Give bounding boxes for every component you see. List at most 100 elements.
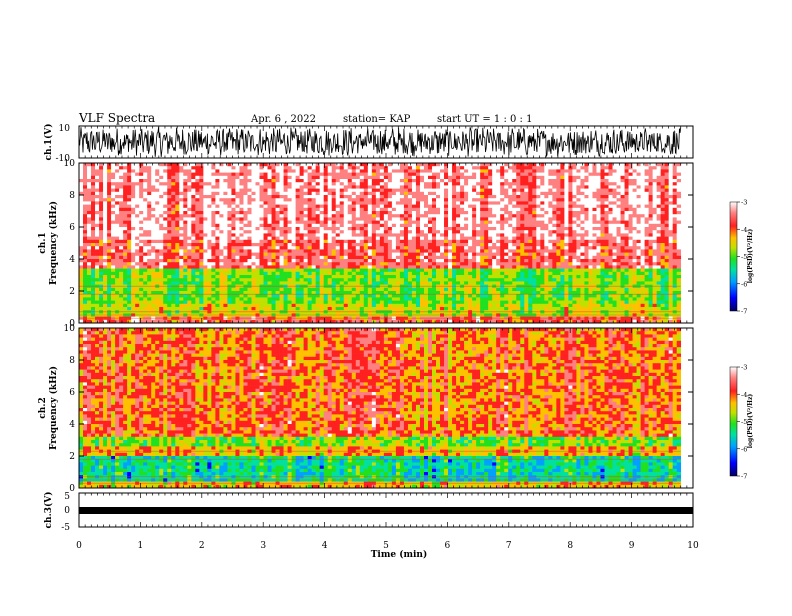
ch1-spec-cell <box>79 300 84 305</box>
ch1-spec-cell <box>363 201 369 205</box>
ch1-spec-cell <box>283 265 288 269</box>
ch1-spec-cell <box>351 207 357 212</box>
ch1-spec-cell <box>135 223 140 228</box>
ch1-spec-cell <box>295 191 300 196</box>
ch1-spec-cell <box>179 236 184 241</box>
ch1-spec-cell <box>428 179 433 183</box>
ch1-spec-cell <box>271 214 276 218</box>
ch1-spec-cell <box>299 252 304 257</box>
ch1-spec-cell <box>143 246 148 250</box>
ch1-spec-cell <box>460 230 465 234</box>
ch1-spec-cell <box>375 252 381 257</box>
ch1-spec-cell <box>355 195 361 199</box>
ch1-spec-cell <box>259 259 264 263</box>
ch1-spec-cell <box>159 175 164 180</box>
ch1-spec-cell <box>440 297 445 301</box>
ch1-spec-cell <box>243 297 248 301</box>
ch1-spec-cell <box>227 303 232 308</box>
ch1-spec-cell <box>211 249 216 253</box>
ch1-spec-cell <box>399 230 405 234</box>
ch1-spec-cell <box>460 297 465 301</box>
ch1-spec-cell <box>115 307 120 311</box>
ch1-spec-cell <box>231 246 236 250</box>
ch1-spec-cell <box>472 255 477 260</box>
ch1-spec-cell <box>323 233 329 237</box>
ch1-spec-cell <box>199 185 204 189</box>
ch1-spec-cell <box>432 265 437 269</box>
ch1-spec-cell <box>267 268 272 273</box>
ch1-spec-cell <box>444 198 449 202</box>
ch1-spec-cell <box>415 166 421 170</box>
ch1-spec-cell <box>307 259 312 263</box>
ch1-spec-cell <box>419 287 425 292</box>
ch1-spec-cell <box>423 179 429 183</box>
ch1-spec-cell <box>263 303 268 308</box>
ch1-spec-cell <box>375 249 381 253</box>
ch1-spec-cell <box>387 259 393 263</box>
ch1-spec-cell <box>375 211 381 215</box>
ch1-spec-cell <box>127 198 132 202</box>
ch1-spec-cell <box>295 211 300 215</box>
ch1-spec-cell <box>179 179 184 183</box>
ch1-spec-cell <box>83 246 88 250</box>
ch1-spec-cell <box>231 188 236 193</box>
ch1-spec-cell <box>99 163 104 167</box>
ch1-spec-cell <box>195 179 200 183</box>
ch1-spec-cell <box>472 169 477 173</box>
ch1-spec-cell <box>103 230 108 234</box>
ch1-spec-cell <box>444 249 449 253</box>
ch1-spec-cell <box>191 175 196 180</box>
ch1-spec-cell <box>247 172 252 177</box>
ch1-spec-cell <box>267 195 272 199</box>
ch1-spec-cell <box>203 201 208 205</box>
ch1-spec-cell <box>123 246 128 250</box>
ch1-spec-cell <box>271 198 276 202</box>
ch1-spec-cell <box>175 307 180 311</box>
ch1-spec-cell <box>423 217 429 221</box>
ch1-spec-cell <box>119 163 124 167</box>
ch1-spec-cell <box>119 236 124 241</box>
ch1-spec-cell <box>279 185 284 189</box>
ch1-spec-cell <box>403 243 409 247</box>
ch1-spec-cell <box>187 252 192 257</box>
ch1-spec-cell <box>472 278 477 282</box>
ch1-spec-cell <box>303 214 308 218</box>
ch1-spec-cell <box>203 169 208 173</box>
ch1-spec-cell <box>367 275 373 279</box>
ch1-spec-cell <box>379 262 385 266</box>
ch1-spec-cell <box>151 300 156 305</box>
ch1-spec-cell <box>87 191 92 196</box>
ch1-spec-cell <box>464 220 469 225</box>
ch1-spec-cell <box>379 217 385 221</box>
ch1-spec-cell <box>267 303 272 308</box>
ch1-spec-cell <box>183 188 188 193</box>
ch1-spec-cell <box>83 195 88 199</box>
ch1-spec-cell <box>432 281 437 285</box>
ch1-spec-cell <box>267 233 272 237</box>
ch1-spec-cell <box>183 179 188 183</box>
ch1-spec-cell <box>223 271 228 276</box>
ch1-spec-cell <box>275 239 280 244</box>
ch1-spec-cell <box>107 307 112 311</box>
ch1-spec-cell <box>107 198 112 202</box>
ch1-spec-cell <box>179 291 184 295</box>
ch1-spec-cell <box>195 236 200 241</box>
ch1-spec-cell <box>331 291 337 295</box>
ch1-spec-cell <box>119 214 124 218</box>
ch1-spec-cell <box>99 201 104 205</box>
ch1-spec-cell <box>351 195 357 199</box>
ch1-spec-cell <box>187 268 192 273</box>
ch1-spec-cell <box>423 278 429 282</box>
ch1-spec-cell <box>251 166 256 170</box>
ch1-spec-cell <box>367 198 373 202</box>
ch1-spec-cell <box>199 172 204 177</box>
ch1-spec-cell <box>351 217 357 221</box>
ch1-spec-cell <box>383 191 389 196</box>
ch1-spec-cell <box>123 207 128 212</box>
ch1-spec-cell <box>227 262 232 266</box>
ch1-spec-cell <box>428 227 433 231</box>
ch1-spec-cell <box>444 175 449 180</box>
ch1-spec-cell <box>383 198 389 202</box>
ch1-spec-cell <box>243 166 248 170</box>
ch1-spec-cell <box>460 246 465 250</box>
